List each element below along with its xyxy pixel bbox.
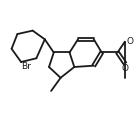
- Text: O: O: [121, 64, 128, 73]
- Text: O: O: [126, 37, 133, 46]
- Text: Br: Br: [21, 63, 31, 72]
